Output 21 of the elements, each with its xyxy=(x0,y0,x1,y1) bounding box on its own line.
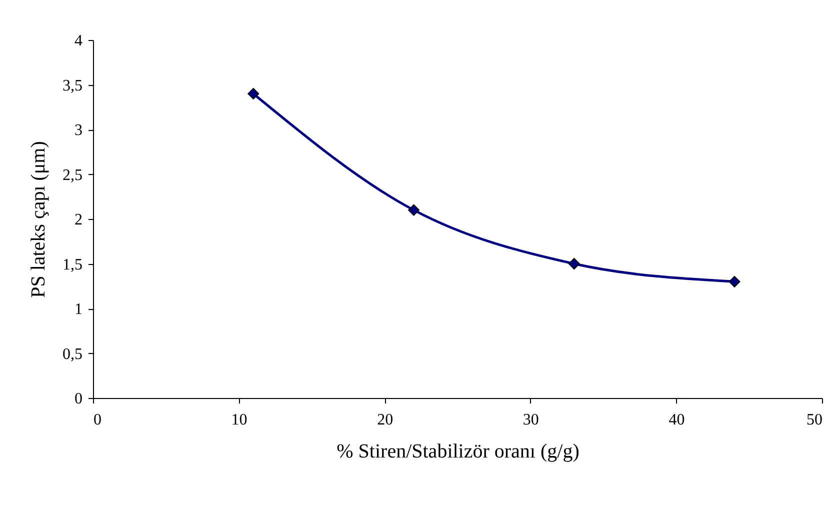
point xyxy=(568,258,580,270)
x-tick-label: 20 xyxy=(377,412,394,428)
y-tick-label: 1,5 xyxy=(62,256,82,274)
x-tick-label: 10 xyxy=(231,412,248,428)
y-tick-label: 2 xyxy=(74,212,82,228)
y-axis-title: PS lateks çapı (μm) xyxy=(28,141,50,298)
x-tick-label: 30 xyxy=(522,412,539,428)
y-tick-label: 1 xyxy=(74,301,82,318)
y-tick-label: 0 xyxy=(74,390,82,408)
x-tick-label: 0 xyxy=(94,412,102,428)
x-tick-label: 40 xyxy=(668,412,685,428)
y-tick-label: 3,5 xyxy=(62,77,82,94)
point xyxy=(728,276,740,288)
point xyxy=(248,88,260,100)
y-tick-label: 0,5 xyxy=(62,346,82,363)
point xyxy=(408,204,420,216)
x-tick-label: 50 xyxy=(806,412,822,428)
y-tick-label: 3 xyxy=(74,122,82,139)
y-tick-label: 2,5 xyxy=(62,166,82,184)
x-axis-title: % Stiren/Stabilizör oranı (g/g) xyxy=(336,440,580,462)
y-tick-label: 4 xyxy=(74,32,82,50)
